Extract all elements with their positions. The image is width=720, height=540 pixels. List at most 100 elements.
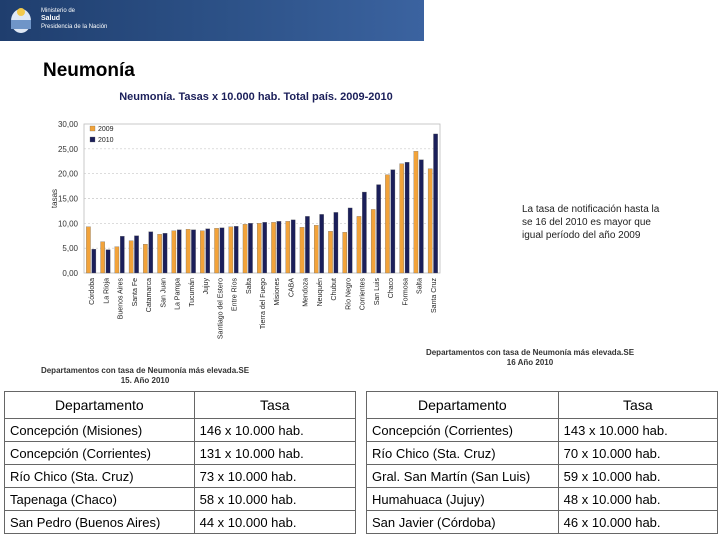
bar-2009 bbox=[342, 232, 347, 274]
bar-2010 bbox=[233, 226, 239, 274]
x-tick-label: San Juan bbox=[160, 278, 167, 308]
bar-2010 bbox=[347, 207, 353, 274]
bar-2009 bbox=[285, 221, 291, 274]
x-tick-label: Río Negro bbox=[345, 278, 352, 310]
legend-swatch-2009 bbox=[89, 125, 96, 132]
cell-tasa: 143 x 10.000 hab. bbox=[557, 418, 719, 442]
legend-swatch-2010 bbox=[89, 136, 96, 143]
ministry-text: Ministerio de Salud Presidencia de la Na… bbox=[41, 7, 107, 31]
cell-tasa: 131 x 10.000 hab. bbox=[193, 441, 357, 465]
bar-2009 bbox=[143, 244, 148, 274]
right-table-caption: Departamentos con tasa de Neumonía más e… bbox=[425, 348, 635, 367]
left-table-caption: Departamentos con tasa de Neumonía más e… bbox=[40, 366, 250, 385]
y-tick-label: 10,00 bbox=[58, 219, 79, 228]
x-tick-label: Formosa bbox=[402, 278, 409, 306]
y-tick-label: 30,00 bbox=[58, 120, 79, 129]
bar-2010 bbox=[290, 219, 296, 274]
header-banner: Ministerio de Salud Presidencia de la Na… bbox=[0, 0, 424, 41]
table-row: Río Chico (Sta. Cruz) 70 x 10.000 hab. bbox=[366, 441, 719, 465]
table-row: Tapenaga (Chaco) 58 x 10.000 hab. bbox=[4, 487, 357, 511]
table-row: San Javier (Córdoba) 46 x 10.000 hab. bbox=[366, 510, 719, 534]
x-tick-label: CABA bbox=[288, 278, 295, 297]
cell-departamento: Concepción (Corrientes) bbox=[366, 418, 559, 442]
x-tick-label: La Pampa bbox=[175, 278, 182, 310]
x-tick-label: Neuquén bbox=[317, 278, 324, 307]
bar-2010 bbox=[105, 249, 111, 274]
pneumonia-bar-chart: 0,00 5,00 10,00 15,00 20,00 25,00 30,00 Neumoní… bbox=[50, 91, 441, 339]
y-tick-label: 20,00 bbox=[58, 170, 79, 179]
header-departamento: Departamento bbox=[4, 391, 195, 419]
cell-tasa: 58 x 10.000 hab. bbox=[193, 487, 357, 511]
bar-2010 bbox=[191, 229, 196, 274]
coat-of-arms-icon bbox=[11, 8, 31, 33]
bar-2009 bbox=[86, 226, 91, 274]
header-departamento: Departamento bbox=[366, 391, 559, 419]
x-tick-label: Córdoba bbox=[89, 278, 96, 305]
x-tick-label: Tucumán bbox=[189, 278, 196, 307]
bar-2010 bbox=[305, 216, 310, 274]
bar-2010 bbox=[262, 222, 267, 274]
x-tick-label: Chaco bbox=[388, 278, 395, 298]
bar-2010 bbox=[162, 233, 168, 274]
y-tick-label: 25,00 bbox=[58, 145, 79, 154]
bar-2009 bbox=[185, 229, 191, 274]
y-tick-label: 15,00 bbox=[58, 195, 79, 204]
bar-2009 bbox=[171, 230, 177, 274]
cell-departamento: Río Chico (Sta. Cruz) bbox=[366, 441, 559, 465]
table-row: Concepción (Corrientes) 131 x 10.000 hab. bbox=[4, 441, 357, 465]
bar-2010 bbox=[390, 169, 396, 274]
bar-2009 bbox=[128, 240, 134, 274]
cell-departamento: Humahuaca (Jujuy) bbox=[366, 487, 559, 511]
cell-tasa: 70 x 10.000 hab. bbox=[557, 441, 719, 465]
cell-departamento: Gral. San Martín (San Luis) bbox=[366, 464, 559, 488]
cell-tasa: 46 x 10.000 hab. bbox=[557, 510, 719, 534]
bar-2009 bbox=[157, 234, 162, 274]
left-department-table: Departamento Tasa Concepción (Misiones) 1… bbox=[4, 391, 357, 534]
cell-departamento: San Pedro (Buenos Aires) bbox=[4, 510, 195, 534]
bar-2010 bbox=[91, 249, 97, 274]
bar-2009 bbox=[271, 222, 276, 274]
x-tick-label: Salta bbox=[417, 278, 424, 294]
bar-2009 bbox=[356, 216, 362, 274]
bar-2010 bbox=[433, 133, 438, 274]
x-tick-label: Catamarca bbox=[146, 278, 153, 312]
bar-2010 bbox=[276, 221, 282, 274]
table-row: Gral. San Martín (San Luis) 59 x 10.000 h… bbox=[366, 464, 719, 488]
bar-2010 bbox=[319, 214, 324, 274]
legend-label: 2010 bbox=[98, 137, 114, 144]
bar-2010 bbox=[148, 231, 154, 274]
table-header-row: Departamento Tasa bbox=[366, 391, 719, 419]
header-tasa: Tasa bbox=[193, 391, 357, 419]
bar-2009 bbox=[100, 241, 105, 274]
chart-annotation: La tasa de notificación hasta la se 16 d… bbox=[522, 204, 660, 241]
x-tick-label: Misiones bbox=[274, 278, 281, 306]
table-row: Río Chico (Sta. Cruz) 73 x 10.000 hab. bbox=[4, 464, 357, 488]
bar-2009 bbox=[314, 225, 319, 274]
ministry-line3: Presidencia de la Nación bbox=[41, 24, 108, 30]
y-axis-label: tasas bbox=[50, 189, 59, 208]
table-header-row: Departamento Tasa bbox=[4, 391, 357, 419]
cell-departamento: Río Chico (Sta. Cruz) bbox=[4, 464, 195, 488]
right-department-table: Departamento Tasa Concepción (Corrientes… bbox=[366, 391, 719, 534]
bar-2009 bbox=[200, 230, 205, 274]
cell-departamento: Tapenaga (Chaco) bbox=[4, 487, 195, 511]
cell-departamento: Concepción (Corrientes) bbox=[4, 441, 195, 465]
bar-2010 bbox=[248, 223, 253, 274]
x-tick-label: Santiago del Estero bbox=[217, 278, 224, 339]
cell-tasa: 59 x 10.000 hab. bbox=[557, 464, 719, 488]
x-tick-label: Salta bbox=[246, 278, 253, 294]
bar-2009 bbox=[427, 168, 433, 274]
ministry-line2: Salud bbox=[41, 15, 61, 22]
cell-departamento: Concepción (Misiones) bbox=[4, 418, 195, 442]
cell-tasa: 48 x 10.000 hab. bbox=[557, 487, 719, 511]
x-tick-label: Mendoza bbox=[303, 278, 310, 307]
table-row: Concepción (Corrientes) 143 x 10.000 hab. bbox=[366, 418, 719, 442]
chart-title: Neumonía. Tasas x 10.000 hab. Total país… bbox=[119, 91, 393, 103]
legend-label: 2009 bbox=[98, 126, 114, 133]
slide-title: Neumonía bbox=[43, 60, 135, 81]
cell-tasa: 73 x 10.000 hab. bbox=[193, 464, 357, 488]
bar-2010 bbox=[333, 212, 339, 274]
bar-2010 bbox=[205, 228, 210, 274]
y-tick-label: 5,00 bbox=[62, 244, 78, 253]
bar-2009 bbox=[242, 224, 248, 274]
